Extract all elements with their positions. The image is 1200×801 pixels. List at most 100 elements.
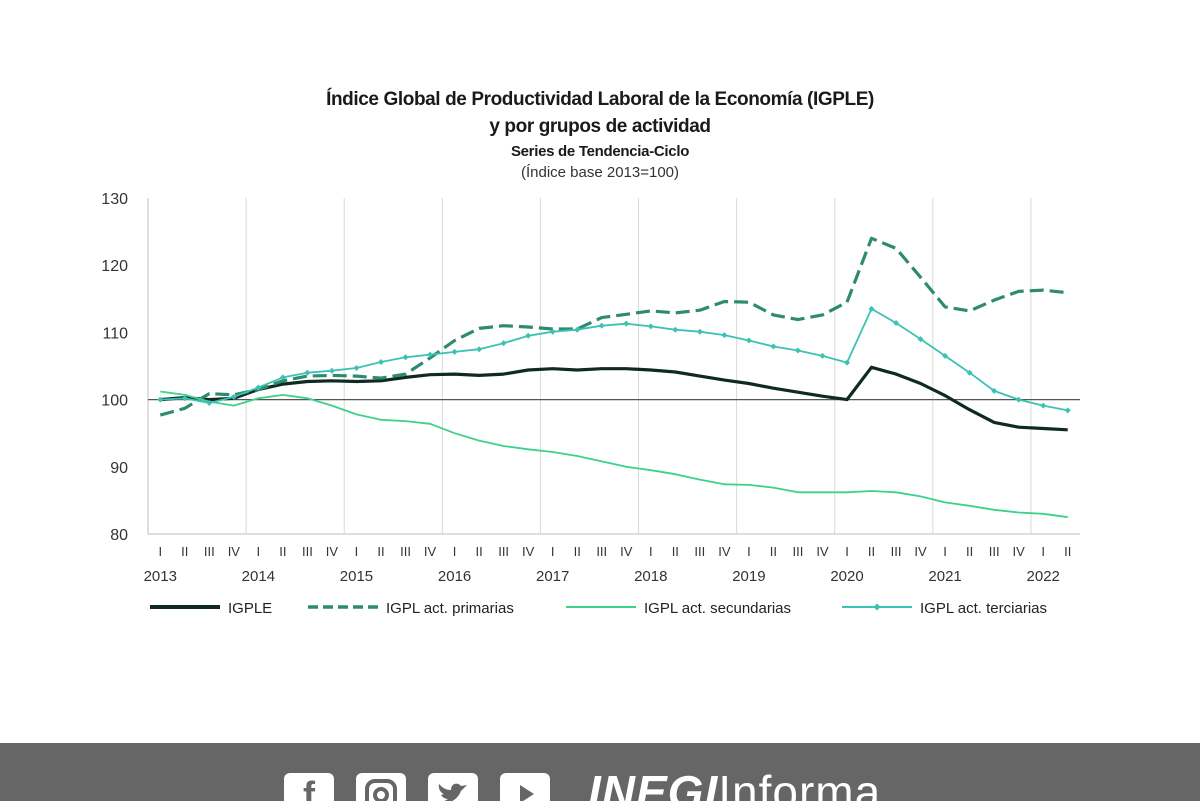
chart-title-line2: y por grupos de actividad (489, 116, 711, 137)
y-tick-label: 100 (101, 393, 128, 410)
y-tick-label: 90 (110, 460, 128, 477)
data-point-marker (476, 346, 483, 353)
chart-title: Índice Global de Productividad Laboral d… (326, 89, 874, 110)
data-point-marker (451, 348, 458, 355)
y-tick-label: 120 (101, 258, 128, 275)
data-point-marker (328, 367, 335, 374)
chart-subtitle: Series de Tendencia-Ciclo (510, 143, 690, 160)
series-line-3 (160, 307, 1068, 412)
x-tick-quarter: IV (522, 544, 535, 559)
x-tick-quarter: IV (620, 544, 633, 559)
data-point-marker (696, 328, 703, 335)
x-tick-quarter: IV (718, 544, 731, 559)
data-point-marker (598, 322, 605, 329)
x-tick-year: 2013 (144, 568, 177, 585)
x-tick-quarter: I (747, 544, 751, 559)
x-tick-year: 2014 (242, 568, 275, 585)
x-tick-quarter: III (989, 544, 1000, 559)
data-point-marker (942, 352, 949, 359)
x-tick-quarter: I (551, 544, 555, 559)
data-point-marker (893, 319, 900, 326)
x-tick-quarter: I (845, 544, 849, 559)
data-point-marker (844, 359, 850, 366)
x-tick-quarter: II (475, 544, 482, 559)
x-tick-quarter: II (279, 544, 286, 559)
data-point-marker (378, 358, 384, 365)
chart-container: 80 90 100 110 120 130 I II III IV I II III IV I II III IV… (0, 86, 1200, 617)
x-tick-year: 2017 (536, 568, 569, 585)
x-tick-quarter: II (181, 544, 188, 559)
y-tick-label: 80 (110, 527, 128, 544)
data-point-marker (623, 320, 630, 327)
data-point-marker (549, 328, 556, 335)
data-point-marker (672, 326, 679, 333)
x-tick-quarter: I (453, 544, 457, 559)
series-line-2 (160, 390, 1068, 519)
x-tick-quarter: III (891, 544, 902, 559)
x-tick-year: 2019 (732, 568, 765, 585)
social-icons: f (284, 773, 550, 801)
x-tick-quarter: IV (1013, 544, 1026, 559)
facebook-icon[interactable]: f (284, 773, 334, 801)
y-tick-label: 130 (101, 191, 128, 208)
x-tick-quarter: I (355, 544, 359, 559)
data-point-marker (745, 337, 752, 344)
x-tick-year: 2020 (830, 568, 863, 585)
data-point-marker (1040, 402, 1047, 409)
x-tick-year: 2015 (340, 568, 373, 585)
data-point-marker (304, 369, 311, 376)
legend-label-0: IGPLE (228, 600, 272, 617)
data-point-marker (181, 395, 188, 402)
chart-header: Índice Global de Productividad Laboral d… (0, 86, 1200, 183)
chart-units: (Índice base 2013=100) (520, 164, 680, 181)
y-tick-label: 110 (102, 325, 128, 342)
data-point-marker (819, 352, 826, 359)
data-point-marker (402, 354, 409, 361)
x-tick-quarter: II (770, 544, 777, 559)
series-line-0 (160, 365, 1068, 432)
data-point-marker (647, 323, 654, 330)
x-tick-quarter: II (1064, 544, 1071, 559)
data-point-marker (206, 399, 213, 406)
data-point-marker (353, 365, 360, 372)
x-tick-year: 2022 (1027, 568, 1060, 585)
instagram-icon[interactable] (356, 773, 406, 801)
x-tick-year: 2021 (928, 568, 961, 585)
x-tick-quarter: IV (816, 544, 829, 559)
x-tick-quarter: III (302, 544, 313, 559)
youtube-icon[interactable] (500, 773, 550, 801)
data-point-marker (966, 369, 973, 376)
x-tick-quarter: II (377, 544, 384, 559)
data-point-marker (230, 393, 237, 400)
inegi-informa-logo: INEGIInforma (588, 766, 882, 801)
x-tick-quarter: III (400, 544, 411, 559)
footer-bar: f INEGIInforma (0, 743, 1200, 801)
data-point-marker (279, 374, 286, 381)
data-point-marker (1064, 407, 1071, 414)
x-tick-quarter: II (574, 544, 581, 559)
x-tick-quarter: I (257, 544, 261, 559)
x-tick-quarter: III (498, 544, 509, 559)
legend-label-3: IGPL act. terciarias (920, 600, 1047, 617)
x-tick-quarter: IV (424, 544, 437, 559)
x-tick-quarter: IV (326, 544, 339, 559)
x-tick-quarter: III (694, 544, 705, 559)
data-point-marker (500, 340, 507, 347)
data-point-marker (1015, 396, 1022, 403)
data-point-marker (868, 305, 875, 312)
x-tick-quarter: III (204, 544, 215, 559)
data-point-marker (574, 326, 581, 333)
series-line-1 (159, 236, 1068, 417)
x-tick-quarter: I (649, 544, 653, 559)
twitter-icon[interactable] (428, 773, 478, 801)
data-point-marker (721, 332, 728, 339)
x-tick-year: 2018 (634, 568, 667, 585)
x-tick-quarter: III (596, 544, 607, 559)
data-point-marker (794, 347, 801, 354)
data-point-marker (157, 396, 164, 403)
data-point-marker (427, 351, 434, 358)
x-tick-quarter: I (943, 544, 947, 559)
data-point-marker (525, 332, 532, 339)
x-tick-quarter: II (966, 544, 973, 559)
